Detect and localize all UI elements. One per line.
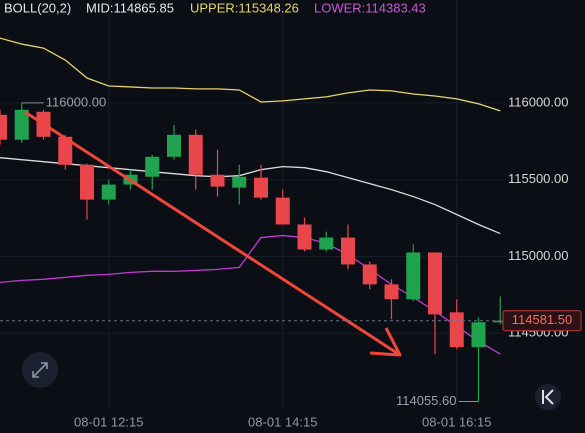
candle-body (384, 284, 399, 300)
candle-body (493, 320, 508, 323)
indicator-name: BOLL(20,2) (4, 0, 71, 15)
candle-body (210, 174, 225, 187)
last-price-label: 114581.50 (512, 312, 573, 327)
lower-value: LOWER:114383.43 (314, 0, 426, 15)
kline-icon (542, 389, 554, 405)
y-tick-label: 115500.00 (508, 171, 569, 186)
high-label: 116000.00 (46, 94, 107, 109)
candle-body (101, 184, 116, 200)
mid-value: MID:114865.85 (86, 0, 174, 15)
candle-body (428, 252, 442, 315)
candle-body (319, 237, 334, 250)
last-price-box (502, 310, 582, 332)
kline-button-bg[interactable] (535, 384, 561, 410)
y-tick-label: 116000.00 (508, 94, 569, 109)
candle-body (14, 109, 29, 140)
low-label: 114055.60 (396, 393, 457, 408)
upper-value: UPPER:115348.26 (190, 0, 299, 15)
candle-body (341, 237, 355, 265)
candle-body (254, 177, 268, 198)
expand-button[interactable] (22, 352, 58, 388)
overlay: 116000.00115500.00115000.00114500.0008-0… (0, 94, 582, 429)
candle-body (232, 176, 247, 188)
candles (0, 102, 508, 402)
candle-body (167, 134, 181, 157)
candle-body (58, 136, 73, 165)
candle-body (406, 252, 421, 300)
band-line (0, 234, 501, 355)
candle-body (188, 134, 203, 175)
x-tick-label: 08-01 16:15 (422, 414, 491, 429)
candle-body (275, 197, 290, 225)
candle-body (297, 224, 312, 250)
candle-body (362, 264, 377, 285)
candle-body (471, 322, 486, 348)
candle-body (145, 156, 160, 177)
y-tick-label: 115000.00 (508, 248, 569, 263)
expand-icon (32, 362, 48, 378)
candle-body (80, 164, 94, 200)
x-tick-label: 08-01 12:15 (74, 414, 143, 429)
band-line (0, 37, 501, 112)
trend-arrow (24, 110, 401, 357)
candle-body (449, 312, 464, 348)
trend-arrow-head (369, 327, 402, 357)
kline-button[interactable] (535, 384, 561, 410)
x-tick-label: 08-01 14:15 (248, 414, 317, 429)
candle-body (0, 114, 7, 140)
